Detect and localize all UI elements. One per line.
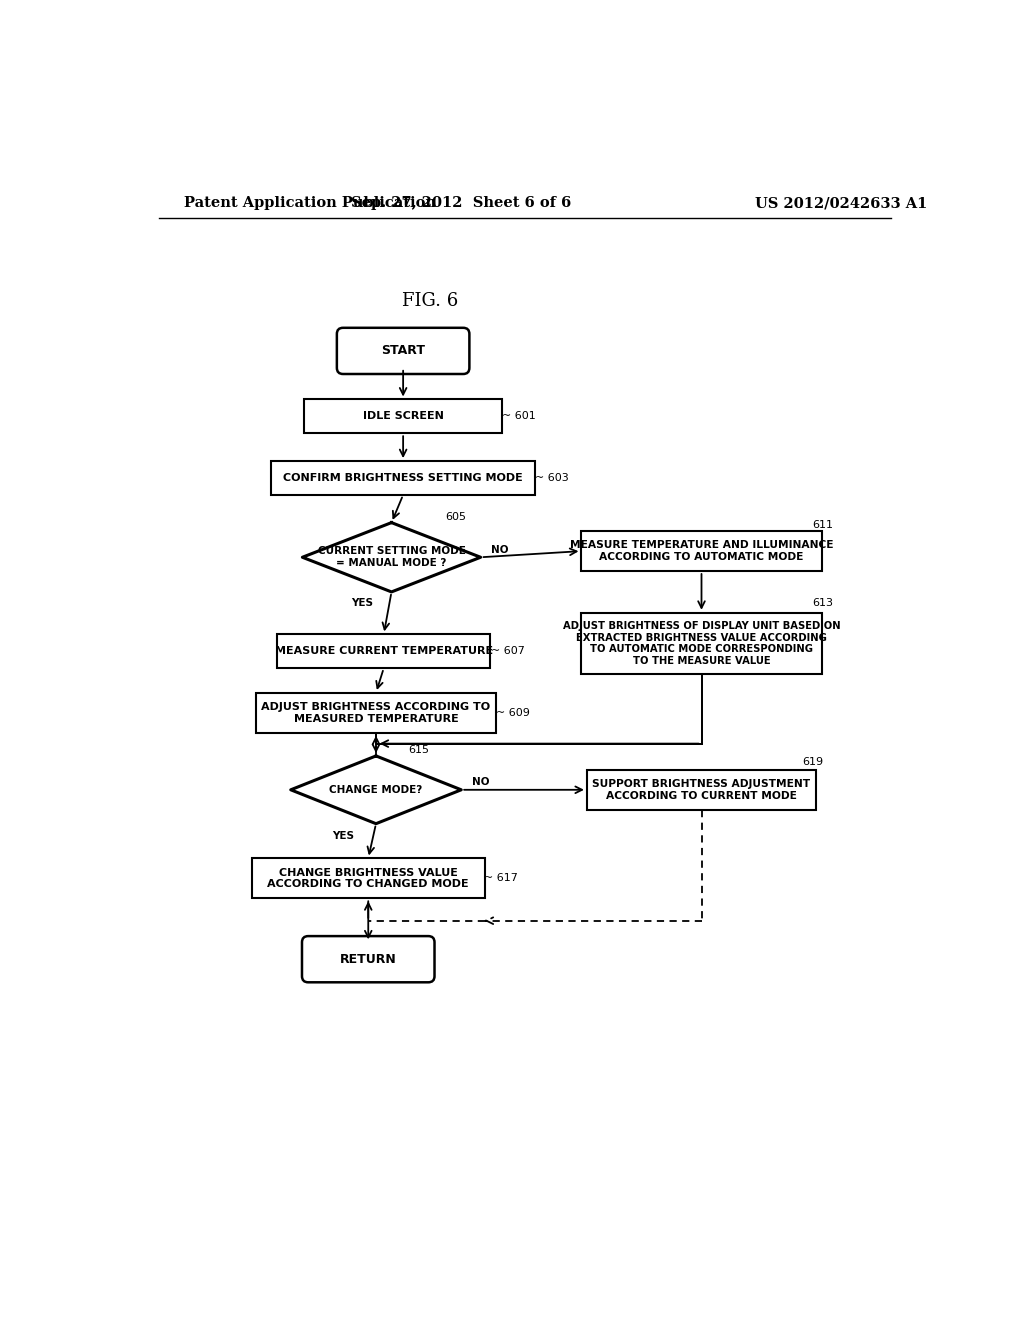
Text: Sep. 27, 2012  Sheet 6 of 6: Sep. 27, 2012 Sheet 6 of 6 [351,197,571,210]
Bar [278,635,490,668]
Text: ADJUST BRIGHTNESS ACCORDING TO
MEASURED TEMPERATURE: ADJUST BRIGHTNESS ACCORDING TO MEASURED … [261,702,490,723]
FancyBboxPatch shape [302,936,434,982]
Text: CHANGE MODE?: CHANGE MODE? [330,785,423,795]
Text: 613: 613 [812,598,834,609]
Text: YES: YES [351,598,373,609]
Text: YES: YES [333,832,354,841]
Text: IDLE SCREEN: IDLE SCREEN [362,412,443,421]
FancyBboxPatch shape [337,327,469,374]
Text: Patent Application Publication: Patent Application Publication [183,197,436,210]
Text: CURRENT SETTING MODE
= MANUAL MODE ?: CURRENT SETTING MODE = MANUAL MODE ? [317,546,466,568]
Text: ~ 617: ~ 617 [484,874,518,883]
Bar [256,693,496,733]
Text: NO: NO [472,777,489,787]
Text: CONFIRM BRIGHTNESS SETTING MODE: CONFIRM BRIGHTNESS SETTING MODE [284,473,523,483]
Bar [271,461,535,495]
Text: 611: 611 [812,520,834,529]
Text: MEASURE TEMPERATURE AND ILLUMINANCE
ACCORDING TO AUTOMATIC MODE: MEASURE TEMPERATURE AND ILLUMINANCE ACCO… [569,540,834,562]
Text: MEASURE CURRENT TEMPERATURE: MEASURE CURRENT TEMPERATURE [274,647,493,656]
Text: ~ 609: ~ 609 [496,708,530,718]
Text: 605: 605 [445,512,467,523]
Text: 615: 615 [409,744,429,755]
Bar [582,531,821,572]
Bar [582,612,821,675]
Text: ADJUST BRIGHTNESS OF DISPLAY UNIT BASED ON
EXTRACTED BRIGHTNESS VALUE ACCORDING
: ADJUST BRIGHTNESS OF DISPLAY UNIT BASED … [562,622,841,665]
Text: SUPPORT BRIGHTNESS ADJUSTMENT
ACCORDING TO CURRENT MODE: SUPPORT BRIGHTNESS ADJUSTMENT ACCORDING … [593,779,811,801]
Text: ~ 607: ~ 607 [490,647,524,656]
Text: NO: NO [492,545,509,554]
Text: ~ 603: ~ 603 [535,473,568,483]
Bar [587,770,816,809]
Text: RETURN: RETURN [340,953,396,966]
Text: CHANGE BRIGHTNESS VALUE
ACCORDING TO CHANGED MODE: CHANGE BRIGHTNESS VALUE ACCORDING TO CHA… [267,867,469,890]
Text: 619: 619 [802,758,823,767]
Text: ~ 601: ~ 601 [503,412,537,421]
Text: US 2012/0242633 A1: US 2012/0242633 A1 [755,197,927,210]
Text: START: START [381,345,425,358]
Bar [304,400,502,433]
Text: FIG. 6: FIG. 6 [402,292,459,310]
Bar [252,858,484,899]
